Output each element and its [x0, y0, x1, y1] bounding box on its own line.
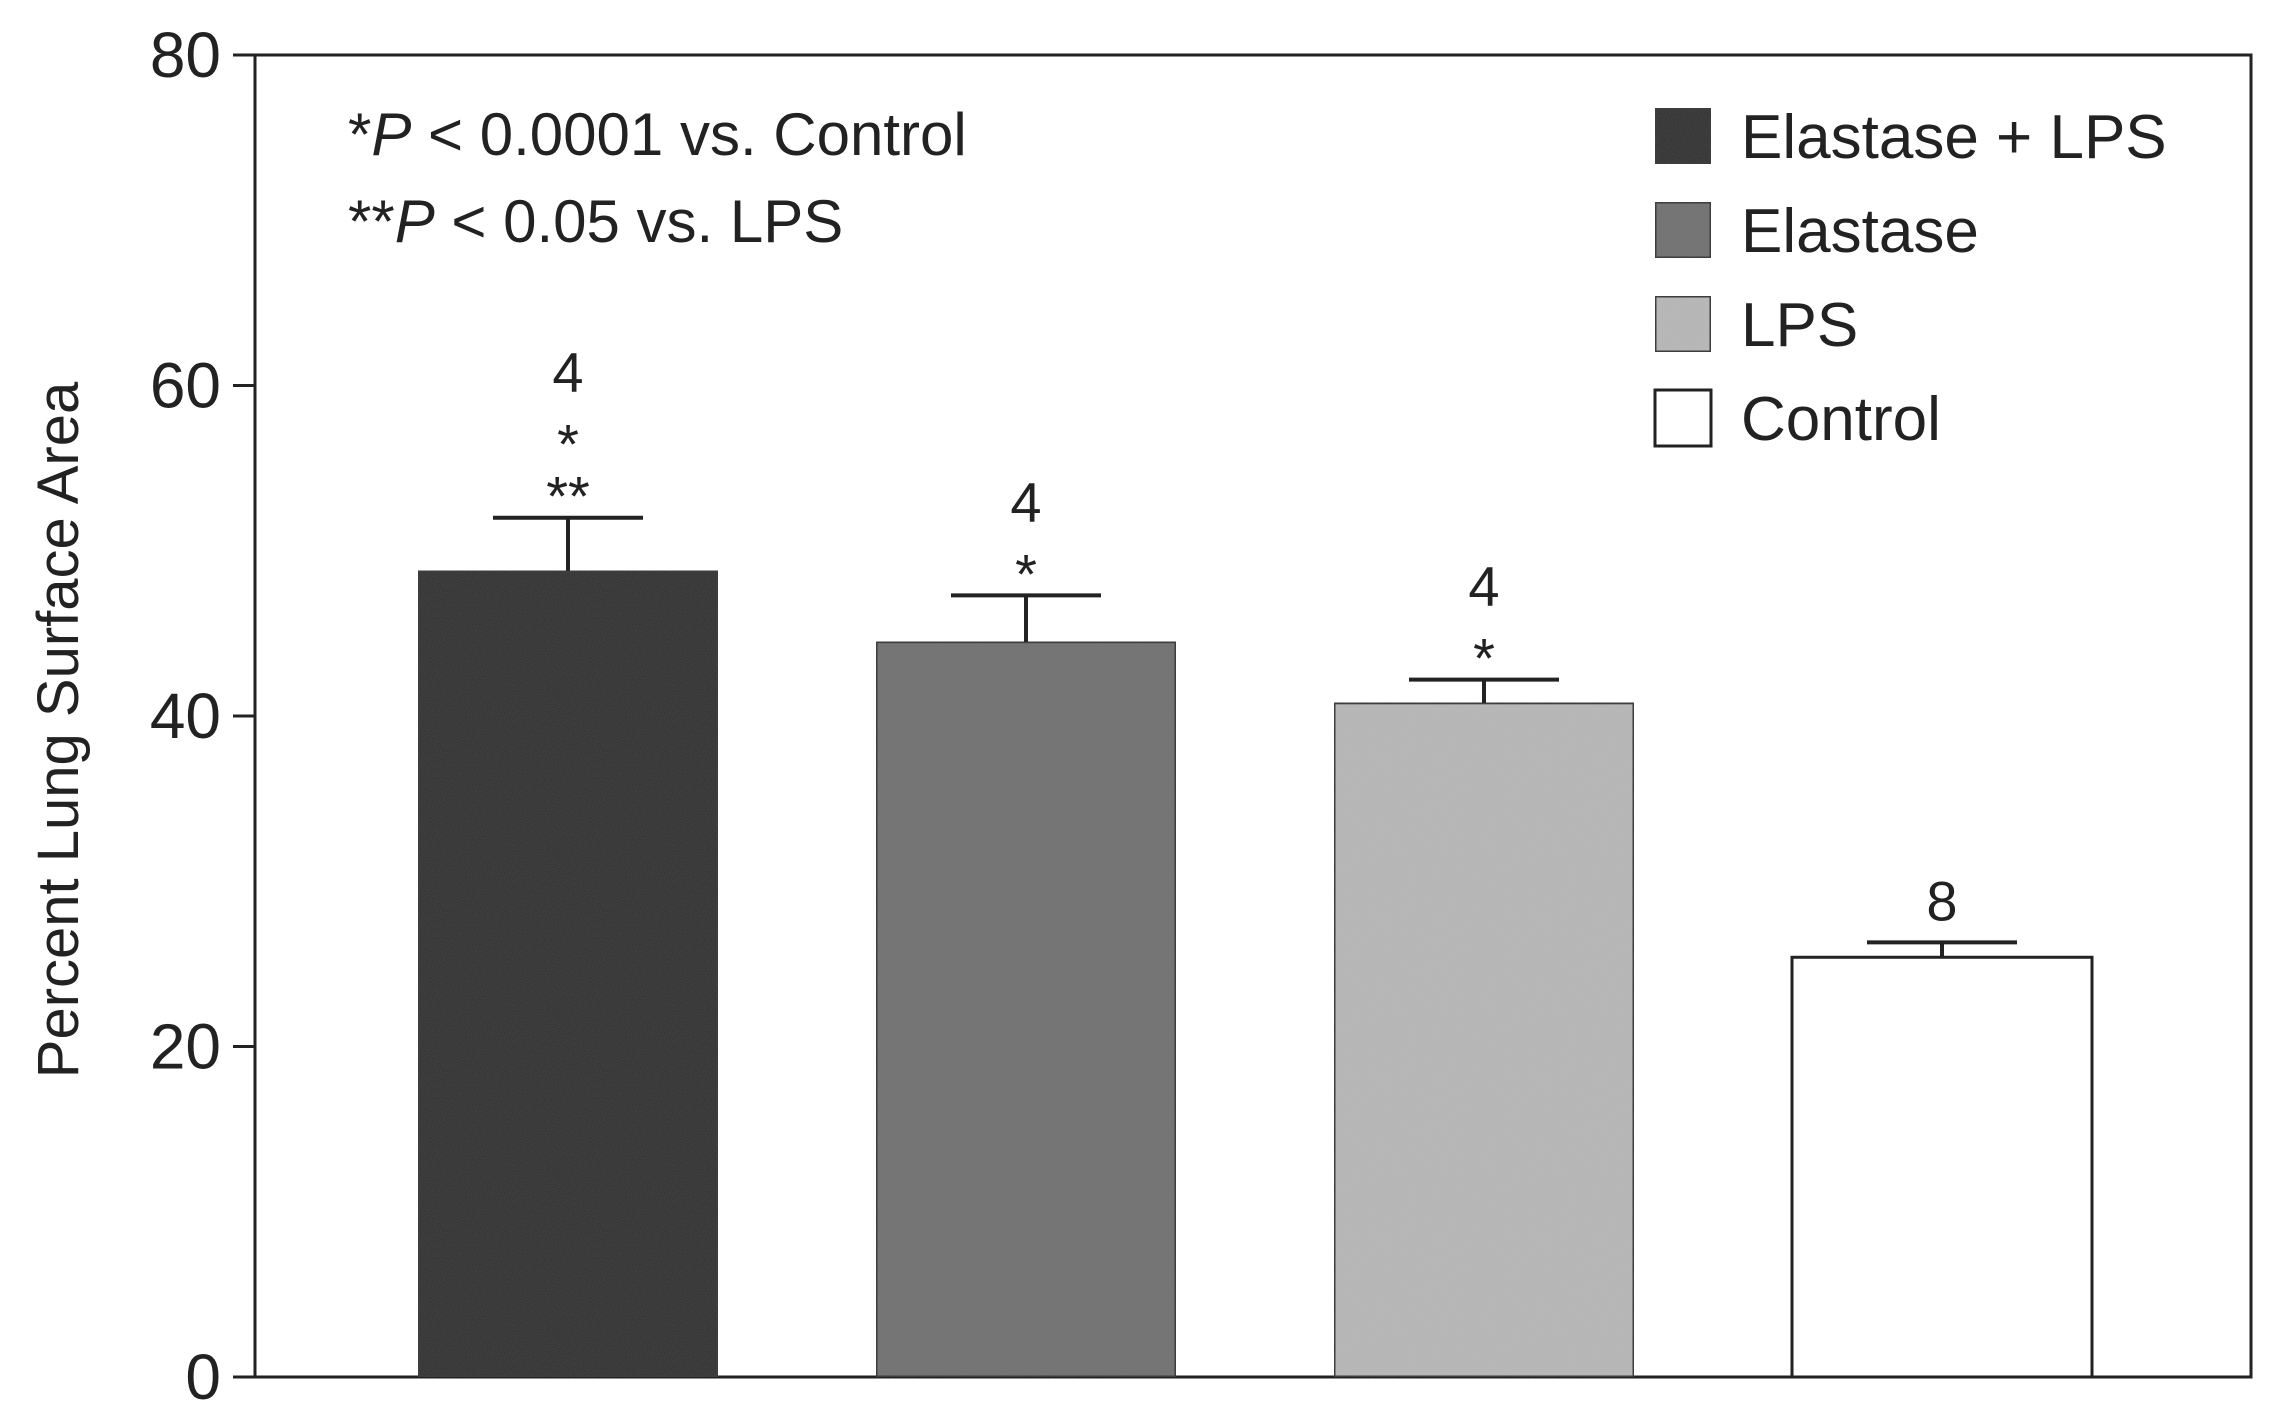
sample-size-label: 4: [552, 341, 583, 404]
legend-swatch: [1653, 388, 1713, 448]
y-axis-title: Percent Lung Surface Area: [26, 381, 91, 1078]
bar-lps: [1332, 701, 1636, 1379]
legend-swatch: [1653, 200, 1713, 260]
legend-label: Elastase + LPS: [1741, 103, 2167, 172]
sample-size-label: 8: [1926, 869, 1957, 932]
y-tick-label: 20: [150, 1011, 221, 1083]
y-tick-label: 40: [150, 680, 221, 752]
legend-label: LPS: [1741, 291, 1858, 360]
legend-swatch: [1653, 106, 1713, 166]
significance-marker: **: [546, 465, 590, 528]
bar-control: [1790, 955, 2094, 1379]
legend: Elastase + LPS Elastase LPS Control: [1653, 103, 2167, 454]
sample-size-label: 4: [1010, 470, 1041, 533]
error-bars: [493, 515, 2017, 958]
bar-elastase-lps: [416, 569, 720, 1379]
significance-marker: *: [1015, 542, 1037, 605]
y-tick-label: 60: [150, 350, 221, 422]
significance-notes: *P < 0.0001 vs. Control **P < 0.05 vs. L…: [348, 101, 967, 255]
significance-marker: *: [557, 413, 579, 476]
legend-label: Control: [1741, 385, 1941, 454]
legend-swatch: [1653, 294, 1713, 354]
y-tick-label: 80: [150, 19, 221, 91]
legend-label: Elastase: [1741, 197, 1979, 266]
note-p-lps: **P < 0.05 vs. LPS: [348, 188, 843, 255]
y-tick-label: 0: [185, 1341, 221, 1413]
sample-size-label: 4: [1468, 555, 1499, 618]
bar-elastase: [874, 640, 1178, 1379]
note-p-control: *P < 0.0001 vs. Control: [348, 101, 967, 168]
bars: [416, 569, 2094, 1379]
significance-marker: *: [1473, 627, 1495, 690]
y-axis-ticks: 0 20 40 60 80: [150, 19, 255, 1413]
bar-labels: ***4*4*48: [546, 341, 1957, 933]
